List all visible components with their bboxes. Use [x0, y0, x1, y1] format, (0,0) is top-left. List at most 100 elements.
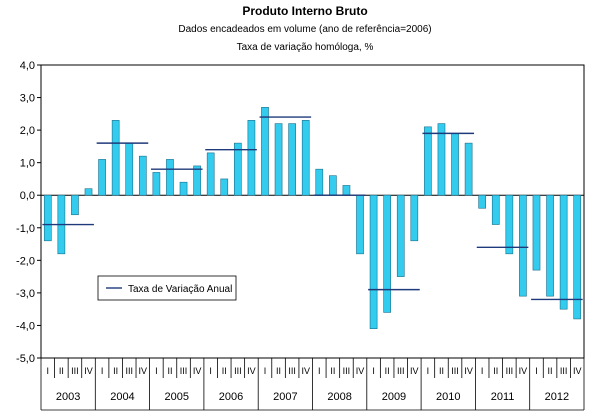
bar: [532, 194, 541, 271]
quarter-label: I: [155, 366, 158, 376]
year-label: 2012: [545, 391, 569, 403]
quarter-label: I: [427, 366, 430, 376]
quarter-label: I: [481, 366, 484, 376]
bar: [206, 152, 215, 196]
quarter-label: I: [535, 366, 538, 376]
bar: [559, 194, 568, 310]
legend: Taxa de Variação Anual: [97, 275, 237, 301]
bar: [356, 194, 364, 255]
year-label: 2011: [491, 391, 515, 403]
legend-label: Taxa de Variação Anual: [128, 284, 232, 295]
bar: [437, 123, 446, 196]
chart-subtitle: Dados encadeados em volume (ano de refer…: [178, 24, 432, 35]
bar: [179, 181, 188, 196]
y-tick-label: 4,0: [20, 60, 35, 72]
quarter-label: III: [506, 366, 514, 376]
bar: [342, 185, 351, 196]
plot-frame: [40, 64, 585, 359]
annual-lines-group: [42, 116, 583, 301]
y-tick-label: 2,0: [20, 125, 35, 137]
bar: [138, 155, 147, 196]
bar: [247, 120, 256, 196]
quarter-label: II: [59, 366, 64, 376]
bar: [464, 142, 473, 196]
year-label: 2008: [327, 391, 351, 403]
quarter-label: II: [222, 366, 227, 376]
quarter-label: II: [439, 366, 444, 376]
bar: [84, 188, 93, 196]
quarter-label: III: [71, 366, 79, 376]
quarter-label: IV: [301, 366, 310, 376]
bar: [546, 194, 554, 297]
bar: [424, 126, 432, 196]
bar: [369, 194, 378, 330]
bar: [410, 194, 419, 242]
quarter-label: III: [560, 366, 568, 376]
quarter-label: II: [167, 366, 172, 376]
quarter-label: II: [113, 366, 118, 376]
year-label: 2009: [382, 391, 406, 403]
year-label: 2003: [56, 391, 80, 403]
quarter-label: III: [125, 366, 133, 376]
quarter-label: II: [548, 366, 553, 376]
x-axis: I II III IV I II III IV I II III IV I II III IV I II III IV…: [40, 358, 585, 411]
y-tick-label: -2,0: [16, 255, 35, 267]
bar: [125, 142, 134, 196]
quarter-label: II: [493, 366, 498, 376]
bar: [261, 107, 269, 196]
year-label: 2005: [165, 391, 189, 403]
bar: [329, 175, 337, 196]
chart-subtitle-2: Taxa de variação homóloga, %: [236, 42, 374, 53]
year-label: 2007: [273, 391, 297, 403]
bar: [301, 120, 310, 196]
year-label: 2004: [110, 391, 134, 403]
quarter-label: I: [209, 366, 212, 376]
quarter-label: III: [234, 366, 242, 376]
quarter-label: I: [318, 366, 321, 376]
bar: [152, 172, 161, 196]
bar: [505, 194, 514, 255]
quarter-label: IV: [573, 366, 582, 376]
quarter-label: III: [397, 366, 405, 376]
quarter-label: IV: [410, 366, 419, 376]
quarter-label: IV: [356, 366, 365, 376]
y-tick-label: -4,0: [16, 320, 35, 332]
quarter-label: III: [451, 366, 459, 376]
bar: [111, 120, 120, 196]
bar: [193, 165, 201, 196]
quarter-label: IV: [193, 366, 202, 376]
quarter-label: IV: [464, 366, 473, 376]
y-tick-label: 3,0: [20, 93, 35, 105]
bar: [315, 168, 324, 196]
bar: [71, 194, 79, 216]
quarter-label: I: [47, 366, 50, 376]
y-tick-label: -1,0: [16, 223, 35, 235]
y-tick-label: 1,0: [20, 158, 35, 170]
y-tick-label: -5,0: [16, 353, 35, 365]
year-label: 2006: [219, 391, 243, 403]
bar: [519, 194, 527, 297]
quarter-label: IV: [84, 366, 93, 376]
quarter-label: II: [385, 366, 390, 376]
bar: [234, 142, 242, 196]
quarter-label: II: [330, 366, 335, 376]
bar: [573, 194, 582, 320]
bar: [166, 159, 174, 196]
quarter-label: III: [288, 366, 296, 376]
y-axis: 4,0 3,0 2,0 1,0 0,0 -1,0 -2,0 -3,0 -4,0 -5,0: [16, 60, 41, 365]
quarter-label: I: [101, 366, 104, 376]
y-tick-label: 0,0: [20, 190, 35, 202]
quarter-label: IV: [519, 366, 528, 376]
bar: [396, 194, 405, 277]
quarter-label: IV: [139, 366, 148, 376]
bar: [98, 159, 106, 196]
bar: [491, 194, 500, 225]
plot-border: [40, 64, 585, 359]
bar: [451, 133, 459, 196]
quarter-label: IV: [247, 366, 256, 376]
bar: [478, 194, 487, 209]
quarter-label: III: [343, 366, 351, 376]
bar: [220, 178, 229, 196]
quarter-label: II: [276, 366, 281, 376]
